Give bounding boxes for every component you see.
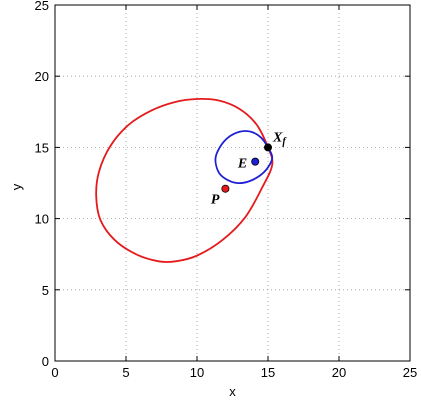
ticks: 0 5 10 15 20 25 0 5 10 15 20 25: [35, 0, 418, 380]
point-label-xf: Xf: [272, 130, 287, 147]
grid: [55, 5, 410, 361]
point-xf: [263, 143, 272, 152]
x-tick-label: 20: [332, 365, 346, 380]
x-tick-label: 0: [51, 365, 58, 380]
point-label-e: E: [237, 157, 247, 172]
y-tick-label: 5: [42, 283, 49, 298]
y-tick-label: 0: [42, 354, 49, 369]
y-tick-label: 15: [35, 140, 49, 155]
x-tick-label: 5: [122, 365, 129, 380]
curves: [95, 97, 274, 264]
plot-frame: [54, 4, 411, 362]
y-tick-label: 10: [35, 212, 49, 227]
y-axis-label: y: [9, 183, 24, 190]
x-tick-label: 10: [190, 365, 204, 380]
y-tick-label: 20: [35, 69, 49, 84]
x-axis-label: x: [229, 384, 236, 399]
x-tick-label: 15: [261, 365, 275, 380]
y-tick-label: 25: [35, 0, 49, 13]
series-curve-1: [95, 97, 274, 264]
points: E P Xf: [211, 130, 288, 207]
x-tick-label: 25: [403, 365, 417, 380]
series-curve-2: [214, 130, 274, 185]
point-e: [251, 157, 260, 166]
point-p: [221, 184, 230, 193]
point-label-p: P: [211, 193, 220, 208]
